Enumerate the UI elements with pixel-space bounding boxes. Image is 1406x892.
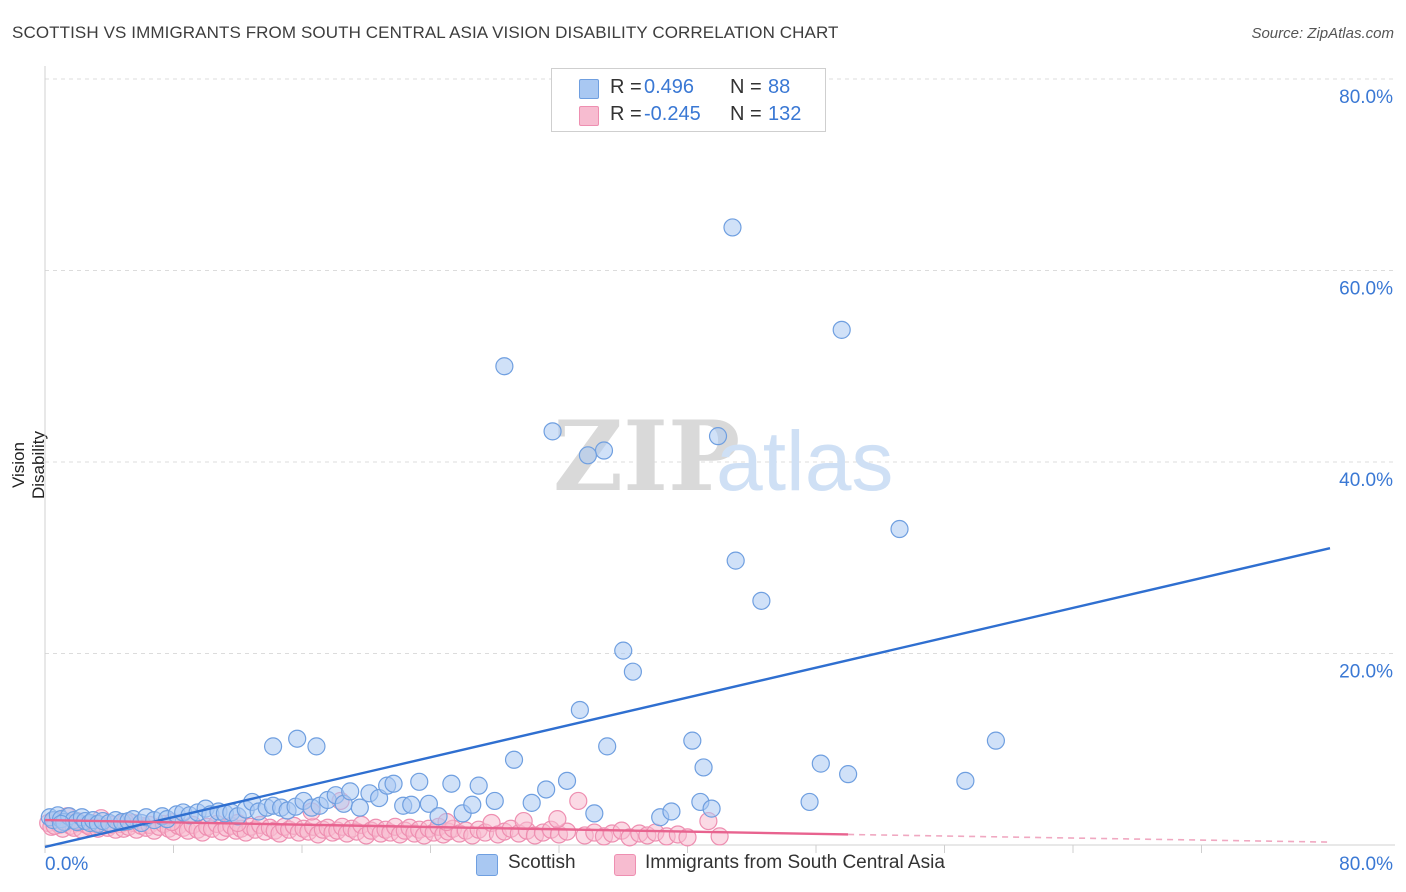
blue-point	[463, 795, 482, 814]
blue-point	[623, 662, 642, 681]
legend: R = 0.496 N = 88 R = -0.245 N = 132	[551, 68, 826, 132]
blue-point	[986, 731, 1006, 750]
legend-n-value: 88	[768, 76, 791, 98]
chart-title: SCOTTISH VS IMMIGRANTS FROM SOUTH CENTRA…	[12, 23, 839, 42]
blue-point	[504, 750, 524, 769]
blue-point	[832, 320, 851, 339]
pink-point	[710, 827, 729, 846]
blue-point	[350, 798, 369, 817]
legend-r-label: R =	[610, 103, 642, 125]
bottom-legend-swatch-scottish	[476, 854, 498, 876]
blue-point	[723, 218, 742, 237]
legend-swatch-immigrants	[579, 106, 599, 126]
legend-r-value: -0.245	[644, 103, 701, 125]
legend-r-value: 0.496	[644, 76, 695, 98]
watermark-atlas: atlas	[716, 414, 893, 508]
pink-point	[678, 828, 697, 847]
blue-point	[543, 422, 562, 441]
blue-point	[594, 441, 614, 460]
blue-point	[307, 737, 326, 756]
pink-point	[514, 811, 533, 831]
blue-point	[402, 795, 421, 814]
blue-point	[557, 771, 577, 790]
blue-point	[585, 804, 604, 823]
gridlines	[45, 78, 1395, 654]
blue-point	[708, 427, 728, 446]
blue-point	[485, 791, 504, 811]
blue-point	[341, 782, 360, 801]
blue-point	[752, 591, 771, 610]
pink-point	[548, 810, 567, 829]
blue-point	[839, 765, 858, 784]
blue-point	[578, 446, 598, 465]
source-label: Source: ZipAtlas.com	[1251, 25, 1394, 42]
legend-n-value: 132	[768, 103, 802, 125]
x-tick-label: 80.0%	[1339, 854, 1393, 875]
y-tick-label: 80.0%	[1339, 87, 1393, 108]
y-tick-label: 40.0%	[1339, 470, 1393, 491]
blue-point	[683, 731, 702, 750]
legend-n-label: N =	[730, 103, 762, 125]
blue-point	[522, 793, 541, 812]
blue-point	[51, 814, 71, 834]
legend-r-label: R =	[610, 76, 642, 98]
blue-point	[598, 737, 617, 756]
blue-point	[419, 794, 438, 813]
blue-point	[662, 802, 681, 821]
pink-point	[557, 822, 577, 841]
blue-point	[410, 772, 429, 791]
blue-point	[811, 754, 830, 773]
blue-point	[956, 771, 975, 790]
blue-point	[469, 776, 488, 795]
blue-point	[702, 799, 721, 818]
blue-points	[40, 218, 1006, 834]
blue-point	[537, 780, 556, 799]
blue-point	[288, 729, 307, 748]
y-tick-label: 60.0%	[1339, 279, 1393, 300]
legend-swatch-scottish	[579, 79, 599, 99]
pink-trend-line	[44, 818, 849, 836]
blue-point	[442, 774, 461, 793]
pink-trend-extension	[848, 833, 1331, 843]
blue-trend-line	[44, 547, 1331, 849]
trend-lines	[44, 547, 1331, 849]
legend-n-label: N =	[730, 76, 762, 98]
bottom-legend-swatch-immigrants	[614, 854, 636, 876]
blue-point	[694, 758, 713, 777]
tick-labels: 20.0% 40.0% 60.0% 80.0% 0.0% 80.0%	[45, 87, 1393, 875]
blue-point	[890, 519, 909, 539]
x-tick-label: 0.0%	[45, 854, 88, 875]
blue-point	[800, 792, 819, 812]
bottom-legend-scottish: Scottish	[508, 852, 576, 873]
blue-point	[429, 807, 448, 826]
blue-point	[614, 641, 633, 660]
pink-point	[569, 791, 588, 811]
blue-point	[570, 700, 589, 720]
blue-point	[726, 551, 745, 570]
blue-point	[263, 737, 283, 756]
y-tick-label: 20.0%	[1339, 662, 1393, 683]
blue-point	[384, 774, 403, 793]
bottom-legend-immigrants: Immigrants from South Central Asia	[645, 852, 945, 873]
blue-point	[495, 357, 514, 376]
